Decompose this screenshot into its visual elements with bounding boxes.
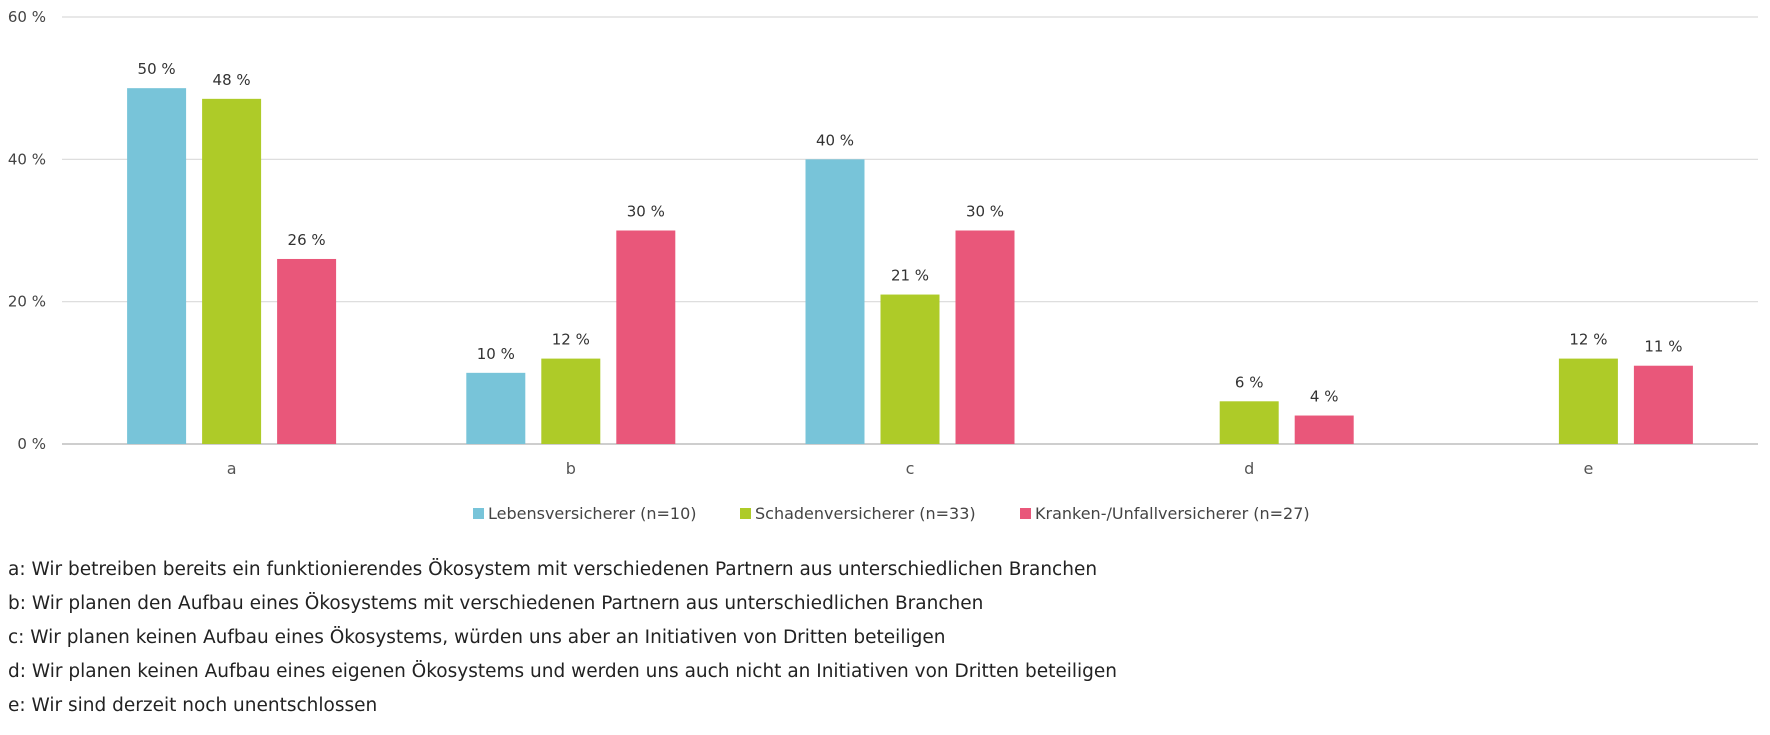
data-label: 4 %	[1310, 388, 1339, 406]
x-tick-label-e: e	[1583, 459, 1593, 478]
note-c: c: Wir planen keinen Aufbau eines Ökosys…	[8, 627, 946, 648]
legend-entry: Lebensversicherer (n=10)	[488, 504, 697, 523]
y-tick-label: 0 %	[17, 435, 46, 453]
bar-chart: 0 % 20 % 40 % 60 % 50 % 48 % 26 % a 10 % 12 % 30 %…	[8, 8, 1758, 523]
legend-swatch	[740, 508, 751, 519]
x-tick-label-a: a	[227, 459, 237, 478]
legend-entry: Schadenversicherer (n=33)	[755, 504, 976, 523]
legend-swatch	[1020, 508, 1031, 519]
bar-b-series-3	[616, 230, 676, 444]
data-label: 6 %	[1235, 373, 1264, 391]
x-tick-label-d: d	[1244, 459, 1254, 478]
bar-c-series-2	[880, 294, 940, 444]
note-a: a: Wir betreiben bereits ein funktionier…	[8, 559, 1098, 580]
bar-a-series-3	[277, 258, 337, 444]
data-label: 11 %	[1644, 338, 1682, 356]
bar-a-series-1	[127, 88, 187, 445]
bar-e-series-2	[1558, 358, 1618, 444]
note-e: e: Wir sind derzeit noch unentschlossen	[8, 695, 378, 716]
data-label: 21 %	[891, 267, 929, 285]
x-tick-label-b: b	[566, 459, 576, 478]
bar-d-series-2	[1219, 401, 1279, 444]
note-b: b: Wir planen den Aufbau eines Ökosystem…	[8, 593, 984, 614]
bar-b-series-2	[541, 358, 601, 444]
data-label: 12 %	[552, 331, 590, 349]
data-label: 30 %	[627, 203, 665, 221]
data-label: 40 %	[816, 131, 854, 149]
legend-swatch	[473, 508, 484, 519]
bar-b-series-1	[466, 372, 526, 444]
data-label: 12 %	[1569, 331, 1607, 349]
data-label: 26 %	[288, 231, 326, 249]
bar-c-series-3	[955, 230, 1015, 444]
bar-a-series-2	[202, 98, 262, 444]
x-tick-label-c: c	[906, 459, 915, 478]
data-label: 50 %	[138, 60, 176, 78]
category-notes: a: Wir betreiben bereits ein funktionier…	[8, 553, 1117, 723]
bar-e-series-3	[1633, 365, 1693, 444]
note-d: d: Wir planen keinen Aufbau eines eigene…	[8, 661, 1118, 682]
y-tick-label: 40 %	[8, 150, 46, 168]
data-label: 30 %	[966, 203, 1004, 221]
data-label: 10 %	[477, 345, 515, 363]
bar-c-series-1	[805, 159, 865, 445]
y-tick-label: 60 %	[8, 8, 46, 26]
data-label: 48 %	[213, 71, 251, 89]
y-tick-label: 20 %	[8, 293, 46, 311]
bar-d-series-3	[1294, 415, 1354, 444]
legend-entry: Kranken-/Unfallversicherer (n=27)	[1035, 504, 1310, 523]
